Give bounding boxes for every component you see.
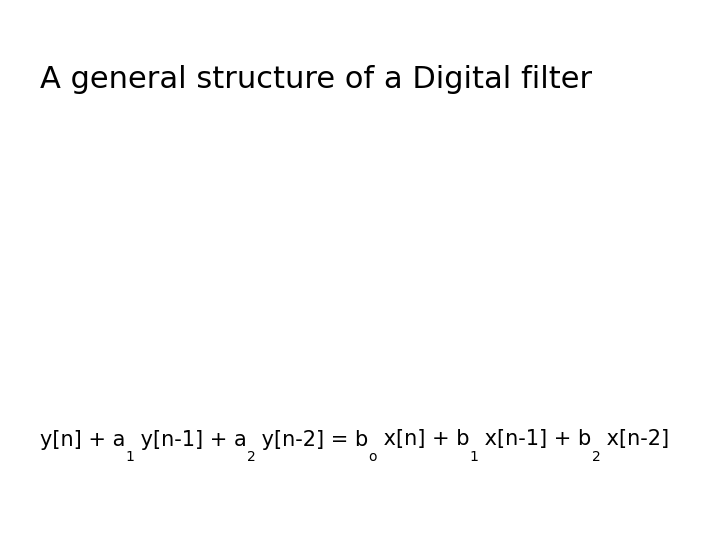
Text: 1: 1 — [125, 450, 134, 464]
Text: 1: 1 — [469, 450, 479, 464]
Text: x[n-2]: x[n-2] — [600, 429, 670, 449]
Text: 2: 2 — [246, 450, 256, 464]
Text: y[n-2] = b: y[n-2] = b — [256, 429, 369, 449]
Text: y[n-1] + a: y[n-1] + a — [134, 429, 246, 449]
Text: x[n] + b: x[n] + b — [377, 429, 469, 449]
Text: o: o — [369, 450, 377, 464]
Text: 2: 2 — [592, 450, 600, 464]
Text: x[n-1] + b: x[n-1] + b — [479, 429, 592, 449]
Text: y[n] + a: y[n] + a — [40, 429, 125, 449]
Text: A general structure of a Digital filter: A general structure of a Digital filter — [40, 65, 592, 94]
